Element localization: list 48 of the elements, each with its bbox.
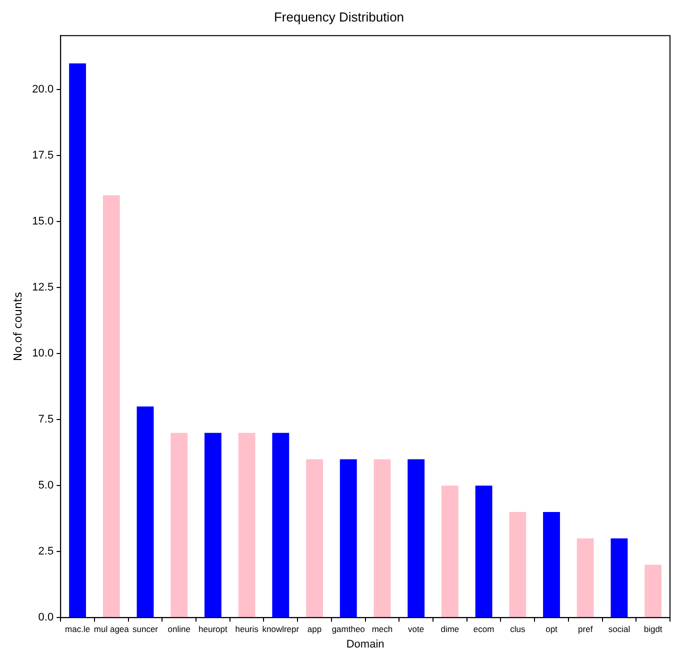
x-tick-label: dime: [440, 624, 460, 634]
bar: [576, 538, 594, 618]
chart-title: Frequency Distribution: [274, 9, 404, 24]
x-tick-label: pref: [578, 624, 594, 634]
bar: [340, 459, 357, 618]
x-tick-label: vote: [408, 624, 424, 634]
x-tick-label: clus: [510, 624, 526, 634]
y-tick-label: 10.0: [32, 348, 54, 360]
x-tick-label: online: [168, 624, 191, 634]
x-tick-label: heuropt: [198, 624, 228, 634]
y-axis-title: No.of counts: [11, 292, 24, 362]
bar: [408, 459, 425, 618]
y-tick-label: 2.5: [38, 546, 54, 558]
y-tick-label: 20.0: [32, 84, 54, 96]
y-tick-label: 7.5: [38, 414, 54, 426]
y-tick-label: 0.0: [38, 612, 54, 624]
y-tick-label: 15.0: [32, 216, 54, 228]
x-tick-label: ecom: [473, 624, 494, 634]
bar: [204, 432, 222, 618]
bar: [102, 195, 120, 618]
bar: [306, 459, 323, 618]
x-tick-label: app: [307, 624, 322, 634]
bar: [170, 432, 188, 618]
bar: [272, 432, 290, 618]
x-tick-label: suncer: [132, 624, 158, 634]
x-tick-label: heuris: [235, 624, 258, 634]
x-tick-label: mech: [372, 624, 393, 634]
x-tick-label: gamtheo: [332, 624, 366, 634]
bar: [441, 486, 458, 618]
x-tick-label: mul agea: [94, 624, 130, 634]
bar: [509, 512, 526, 618]
x-tick-label: social: [608, 624, 630, 634]
x-tick-label: bigdt: [644, 624, 663, 634]
bar: [136, 406, 154, 618]
bar: [374, 459, 391, 618]
y-tick-label: 5.0: [38, 480, 54, 492]
y-tick-label: 12.5: [32, 282, 54, 294]
x-axis-title: Domain: [346, 638, 384, 650]
x-tick-label: mac.le: [65, 624, 90, 634]
x-tick-label: knowlrepr: [262, 624, 300, 634]
x-tick-label: opt: [546, 624, 558, 634]
bar: [543, 512, 560, 618]
bar: [644, 564, 662, 618]
y-tick-label: 17.5: [32, 150, 54, 162]
bar: [238, 432, 256, 618]
bar: [475, 486, 492, 618]
bar: [610, 538, 628, 618]
bar: [69, 63, 86, 618]
